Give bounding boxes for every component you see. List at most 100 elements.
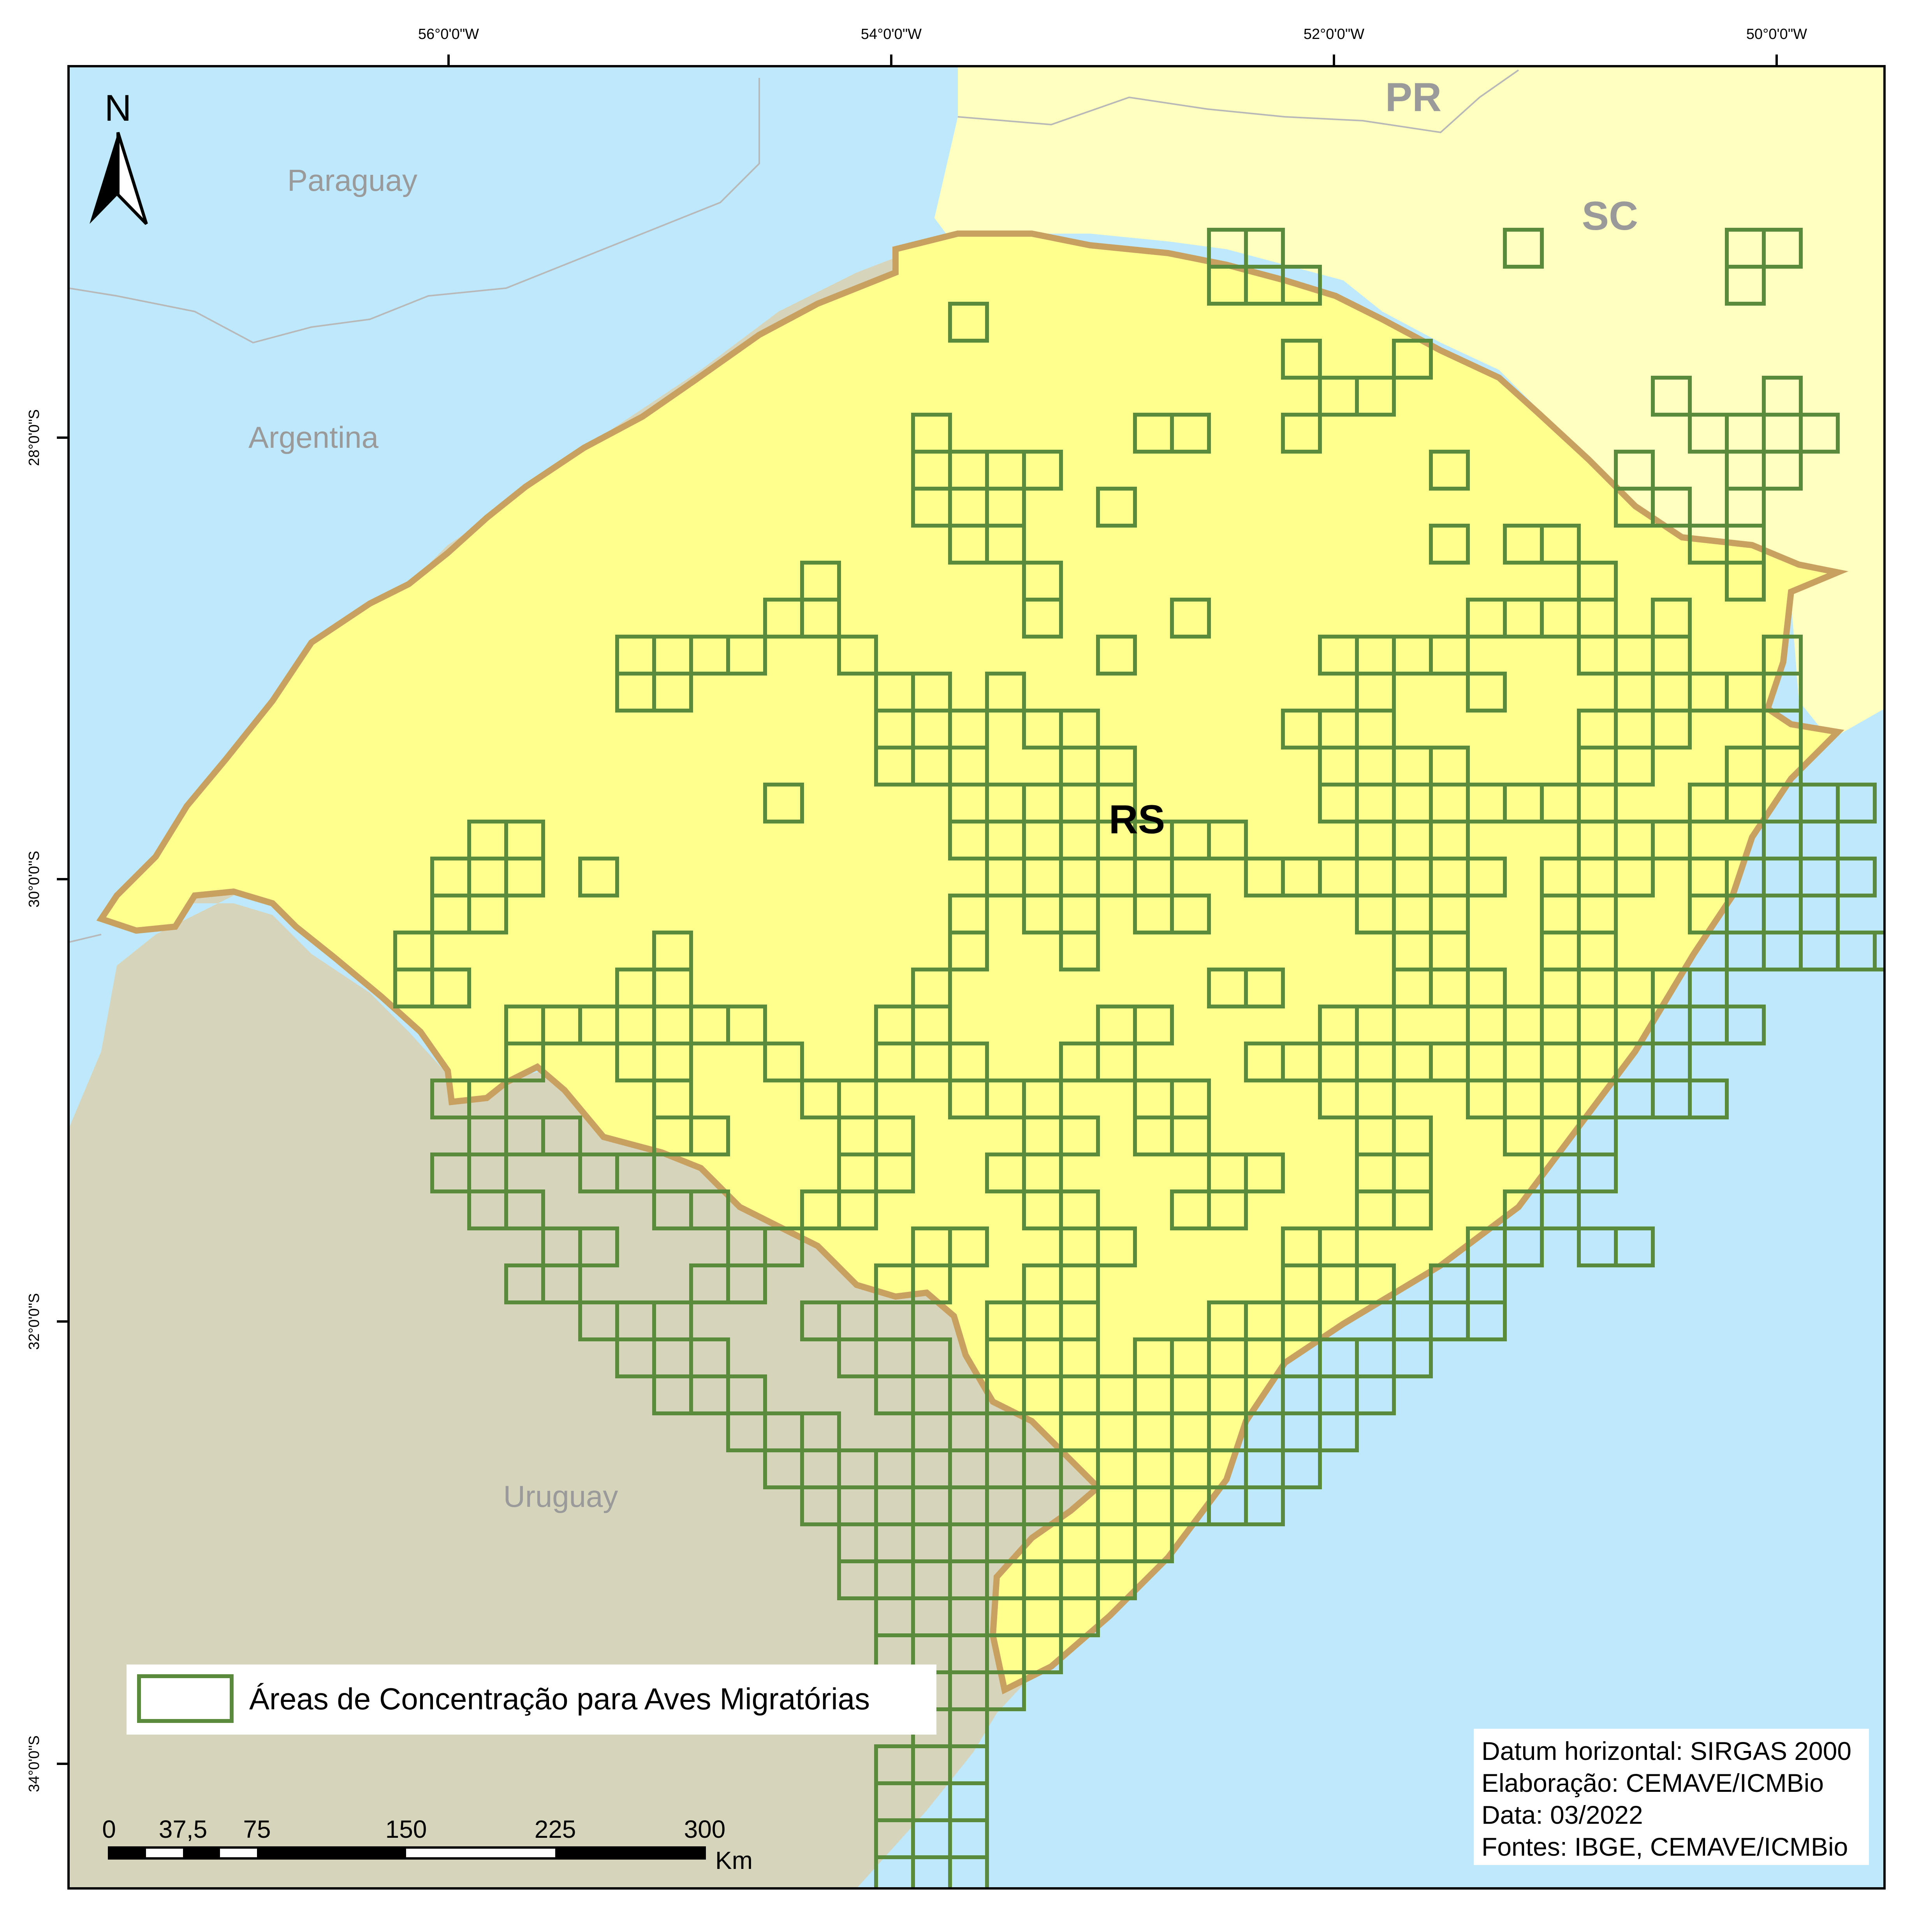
- concentration-cell: [1059, 1596, 1100, 1637]
- concentration-cell: [504, 857, 545, 897]
- concentration-cell: [1540, 1189, 1581, 1230]
- concentration-grid: [393, 228, 1884, 1888]
- map-info-box: Datum horizontal: SIRGAS 2000 Elaboração…: [1474, 1729, 1869, 1865]
- scale-label: 225: [535, 1815, 576, 1843]
- latitude-tick-label: 30°0'0"S: [26, 851, 42, 908]
- neighbor-states-pr-sc: [934, 66, 1884, 740]
- concentration-cell: [726, 1005, 767, 1045]
- datum-text: Datum horizontal: SIRGAS 2000: [1482, 1737, 1851, 1765]
- concentration-cell: [1207, 820, 1248, 860]
- concentration-cell: [1466, 1300, 1507, 1341]
- concentration-cell: [1170, 1116, 1211, 1156]
- concentration-cell: [1836, 783, 1877, 823]
- concentration-cell: [1281, 413, 1322, 454]
- legend-label: Áreas de Concentração para Aves Migratór…: [249, 1682, 870, 1716]
- concentration-cell: [1355, 376, 1396, 417]
- concentration-cell: [948, 302, 989, 343]
- concentration-cell: [800, 598, 841, 639]
- concentration-cell: [1096, 1559, 1137, 1600]
- concentration-cell: [1281, 1448, 1322, 1489]
- legend-swatch: [137, 1674, 234, 1723]
- concentration-cell: [985, 672, 1026, 713]
- longitude-tick-label: 52°0'0"W: [1304, 26, 1364, 42]
- concentration-cell: [1022, 450, 1063, 491]
- concentration-cell: [1059, 1116, 1100, 1156]
- concentration-cell: [1281, 339, 1322, 380]
- concentration-cell: [1059, 931, 1100, 971]
- concentration-cell: [1133, 1522, 1174, 1563]
- pr-sc-border: [957, 69, 1519, 134]
- concentration-cell: [1503, 228, 1544, 269]
- concentration-cell: [874, 1153, 915, 1193]
- concentration-cell: [504, 1189, 545, 1230]
- latitude-tick-label: 32°0'0"S: [26, 1293, 42, 1350]
- concentration-cell: [1207, 1189, 1248, 1230]
- concentration-cell: [1392, 1337, 1433, 1378]
- scale-label: 75: [243, 1815, 271, 1843]
- scale-bar: 0 37,5 75 150 225 300 Km: [102, 1815, 753, 1874]
- concentration-cell: [1799, 413, 1840, 454]
- paraguay-argentina-border: [69, 78, 760, 344]
- concentration-cell: [1022, 598, 1063, 639]
- concentration-cell: [1096, 1042, 1137, 1082]
- concentration-cell: [985, 524, 1026, 565]
- north-arrow-label: N: [104, 87, 131, 129]
- concentration-cell: [1725, 265, 1766, 306]
- concentration-cell: [1429, 524, 1470, 565]
- concentration-cell: [1133, 1005, 1174, 1045]
- concentration-cell: [1355, 1005, 1396, 1045]
- scale-label: 37,5: [159, 1815, 208, 1843]
- concentration-cell: [652, 672, 693, 713]
- scale-label: 150: [385, 1815, 427, 1843]
- concentration-cell: [948, 1855, 989, 1888]
- concentration-cell: [837, 1189, 878, 1230]
- concentration-cell: [1725, 561, 1766, 602]
- concentration-cell: [1429, 635, 1470, 676]
- concentration-cell: [1651, 820, 1692, 860]
- concentration-cell: [985, 1670, 1026, 1711]
- date-text: Data: 03/2022: [1482, 1800, 1643, 1829]
- concentration-cell: [837, 635, 878, 676]
- concentration-cell: [1651, 487, 1692, 528]
- concentration-cell: [541, 1263, 582, 1304]
- concentration-cell: [1318, 1411, 1359, 1452]
- concentration-cell: [1244, 1485, 1285, 1526]
- state-label-rs: RS: [1109, 797, 1165, 842]
- concentration-cell: [1466, 857, 1507, 897]
- concentration-cell: [763, 783, 804, 823]
- state-label-sc: SC: [1582, 194, 1638, 239]
- concentration-cell: [1614, 1226, 1655, 1267]
- concentration-cell: [1762, 450, 1803, 491]
- concentration-cell: [1392, 339, 1433, 380]
- concentration-cell: [1429, 450, 1470, 491]
- concentration-cell: [578, 1226, 619, 1267]
- concentration-cell: [1762, 228, 1803, 269]
- concentration-cell: [1836, 857, 1877, 897]
- longitude-tick-label: 56°0'0"W: [418, 26, 479, 42]
- map-area[interactable]: [69, 66, 1912, 1894]
- longitude-tick-label: 54°0'0"W: [861, 26, 922, 42]
- concentration-cell: [430, 968, 471, 1008]
- scale-label: 0: [102, 1815, 116, 1843]
- concentration-cell: [1244, 968, 1285, 1008]
- neighbor-countries-land: [69, 66, 1149, 1888]
- concentration-cell: [578, 857, 619, 897]
- concentration-cell: [1392, 1189, 1433, 1230]
- sources-text: Fontes: IBGE, CEMAVE/ICMBio: [1482, 1832, 1848, 1861]
- concentration-cell: [1873, 931, 1884, 971]
- concentration-cell: [1170, 894, 1211, 934]
- latitude-tick-label: 34°0'0"S: [26, 1735, 42, 1792]
- concentration-cell: [1096, 487, 1137, 528]
- concentration-cell: [615, 1153, 656, 1193]
- concentration-cell: [763, 1226, 804, 1267]
- concentration-cell: [1096, 1226, 1137, 1267]
- concentration-cell: [1466, 672, 1507, 713]
- map-frame: [67, 65, 1886, 1890]
- scale-unit: Km: [715, 1846, 753, 1874]
- concentration-cell: [541, 1116, 582, 1156]
- concentration-cell: [1577, 1153, 1618, 1193]
- country-label-uruguay: Uruguay: [503, 1479, 618, 1513]
- concentration-cell: [948, 1226, 989, 1267]
- latitude-tick-label: 28°0'0"S: [26, 409, 42, 466]
